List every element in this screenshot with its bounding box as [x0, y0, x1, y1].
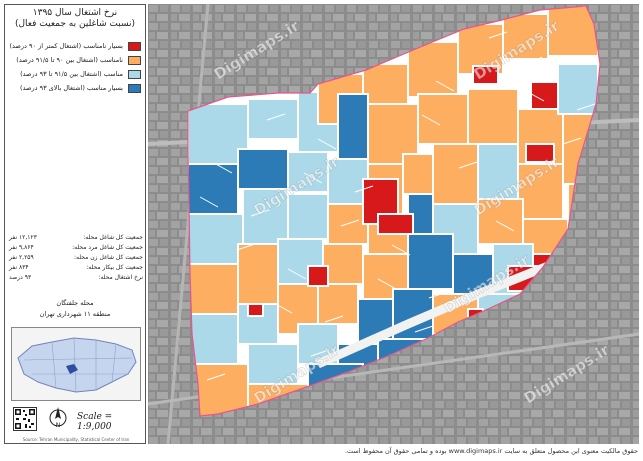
stat-value: ۹۳ درصد [9, 274, 32, 281]
stat-row: نرخ اشتغال محله: ۹۳ درصد [9, 274, 143, 284]
stat-label: نرخ اشتغال محله: [98, 274, 143, 281]
alley-line [340, 219, 360, 227]
alley-line [435, 80, 455, 92]
block-polygon [472, 65, 499, 85]
block-polygon [525, 143, 555, 163]
block-polygon [337, 93, 369, 160]
legend-label: مناسب (اشتغال بین ۹۱/۵ تا ۹۳ درصد) [20, 70, 123, 78]
legend-item-very-good: بسیار مناسب (اشتغال بالای ۹۳ درصد) [9, 83, 143, 95]
stat-label: جمعیت کل شاغل محله: [83, 234, 143, 241]
qr-code [13, 407, 37, 431]
block-polygon [417, 93, 469, 145]
block-polygon [247, 98, 299, 140]
block-polygon [188, 213, 244, 265]
legend-item-good: مناسب (اشتغال بین ۹۱/۵ تا ۹۳ درصد) [9, 69, 143, 81]
stat-value: ۲,۲۵۹ نفر [9, 254, 34, 261]
north-label: N [56, 422, 61, 429]
legend-swatch [128, 84, 141, 93]
legend-item-bad: نامناسب (اشتغال بین ۹۰ تا ۹۱/۵ درصد) [9, 55, 143, 67]
block-polygon [188, 163, 239, 215]
alley-line [562, 137, 582, 145]
north-arrow-icon: N [49, 405, 67, 429]
stat-value: ۸۳۴ نفر [9, 264, 29, 271]
copyright-footer: حقوق مالکیت معنوی این محصول متعلق به سای… [344, 447, 638, 455]
alley-line [317, 138, 337, 150]
map-title: نرخ اشتغال سال ۱۳۹۵ [32, 8, 118, 18]
alley-line [266, 113, 286, 121]
block-polygon [502, 13, 549, 60]
alley-line [414, 325, 434, 333]
block-polygon [467, 88, 519, 145]
block-polygon [307, 265, 329, 287]
block-polygon [287, 193, 329, 240]
block-polygon [247, 303, 264, 317]
stat-label: جمعیت کل شاغل مرد محله: [72, 244, 143, 251]
block-polygon [377, 213, 414, 235]
alley-line [391, 244, 411, 256]
alley-line [287, 268, 307, 280]
stat-row: جمعیت کل شاغل زن محله: ۲,۲۵۹ نفر [9, 254, 143, 264]
map-sidebar: نرخ اشتغال سال ۱۳۹۵ (نسبت شاغلین به جمعی… [4, 4, 146, 444]
alley-line [324, 315, 344, 323]
location-inset-map [11, 327, 141, 401]
alley-line [576, 103, 596, 111]
source-credit: Source: Tehran Municipality, Statistical… [22, 437, 130, 442]
alley-line [250, 209, 270, 217]
block-polygon [237, 148, 289, 190]
alley-line [377, 278, 397, 290]
block-polygon [432, 143, 479, 205]
alley-line [421, 114, 441, 126]
stat-value: ۱۲,۱۲۳ نفر [9, 234, 37, 241]
block-polygon [362, 63, 409, 110]
block-polygon [188, 313, 239, 365]
stat-row: جمعیت کل شاغل مرد محله: ۹,۸۶۴ نفر [9, 244, 143, 254]
alley-line [458, 161, 478, 169]
district-name: منطقه ۱۱ شهرداری تهران [39, 310, 111, 318]
alley-line [539, 56, 559, 68]
alley-line [199, 196, 219, 208]
alley-line [354, 185, 374, 193]
stat-value: ۹,۸۶۴ نفر [9, 244, 34, 251]
block-polygon [188, 263, 239, 315]
map-scale: Scale = 1:9,000 [77, 412, 113, 432]
legend-label: بسیار مناسب (اشتغال بالای ۹۳ درصد) [20, 84, 123, 92]
legend-swatch [128, 56, 141, 65]
employment-rate-map: Digimaps.ir Digimaps.ir Digimaps.ir Digi… [148, 4, 639, 444]
block-polygon [402, 153, 434, 195]
block-polygon [477, 198, 524, 245]
legend-label: نامناسب (اشتغال بین ۹۰ تا ۹۱/۵ درصد) [16, 56, 123, 64]
alley-line [206, 373, 226, 381]
neighborhood-boundary [187, 5, 601, 417]
alley-line [236, 243, 256, 251]
stats-table: جمعیت کل شاغل محله: ۱۲,۱۲۳ نفر جمعیت کل ش… [9, 234, 143, 284]
stat-row: جمعیت کل بیکار محله: ۸۳۴ نفر [9, 264, 143, 274]
alley-line [488, 31, 508, 39]
stat-row: جمعیت کل شاغل محله: ۱۲,۱۲۳ نفر [9, 234, 143, 244]
region-name: محله جلفتگان [56, 299, 94, 307]
stat-label: جمعیت کل شاغل زن محله: [74, 254, 143, 261]
legend-label: بسیار نامناسب (اشتغال کمتر از ۹۰ درصد) [9, 42, 123, 50]
block-polygon [237, 243, 279, 305]
block-polygon [557, 63, 599, 115]
block-polygon [317, 283, 359, 325]
legend-swatch [128, 70, 141, 79]
alley-line [273, 302, 293, 314]
stat-label: جمعیت کل بیکار محله: [86, 264, 143, 271]
alley-line [525, 90, 545, 102]
alley-line [428, 291, 448, 299]
alley-line [495, 220, 515, 232]
block-polygon [242, 188, 289, 245]
alley-line [310, 349, 330, 357]
map-subtitle: (نسبت شاغلین به جمعیت فعال) [14, 19, 135, 29]
alley-line [303, 172, 323, 184]
legend-swatch [128, 42, 141, 51]
legend-item-very-bad: بسیار نامناسب (اشتغال کمتر از ۹۰ درصد) [9, 41, 143, 53]
alley-line [213, 162, 233, 174]
block-polygon [407, 233, 454, 290]
